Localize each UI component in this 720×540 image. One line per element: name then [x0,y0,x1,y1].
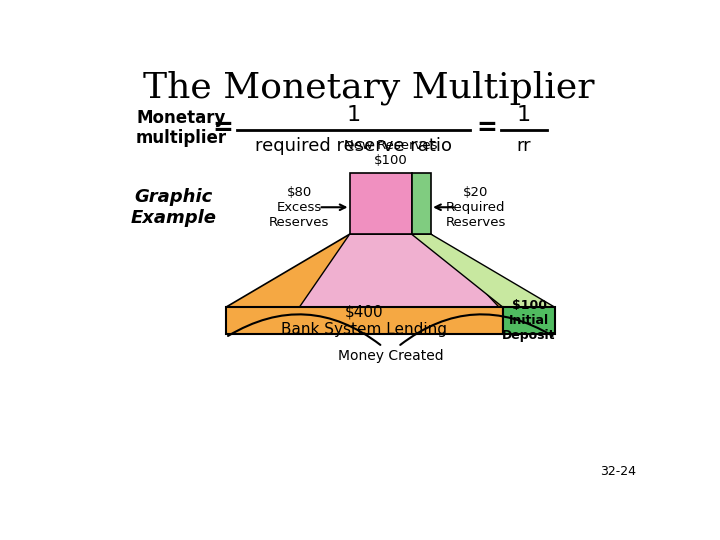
Text: New Reserves
$100: New Reserves $100 [343,139,437,167]
Bar [412,173,431,234]
Text: $400
Bank System Lending: $400 Bank System Lending [282,305,447,337]
Text: required reserve ratio: required reserve ratio [255,137,452,154]
Text: Monetary
multiplier: Monetary multiplier [136,109,227,147]
Bar [225,307,503,334]
Text: $80
Excess
Reserves: $80 Excess Reserves [269,186,330,229]
Text: 1: 1 [346,105,361,125]
Text: rr: rr [517,137,531,154]
Bar [503,307,555,334]
Text: $20
Required
Reserves: $20 Required Reserves [446,186,506,229]
Polygon shape [225,234,503,307]
Text: =: = [213,116,234,140]
Text: Money Created: Money Created [338,349,443,363]
Text: $100
Initial
Deposit: $100 Initial Deposit [503,299,556,342]
Polygon shape [412,234,555,307]
Polygon shape [300,234,499,307]
Bar [350,173,412,234]
Text: 1: 1 [517,105,531,125]
Text: Graphic
Example: Graphic Example [131,188,217,227]
Text: The Monetary Multiplier: The Monetary Multiplier [143,71,595,105]
Text: =: = [477,116,498,140]
Text: 32-24: 32-24 [600,465,636,478]
